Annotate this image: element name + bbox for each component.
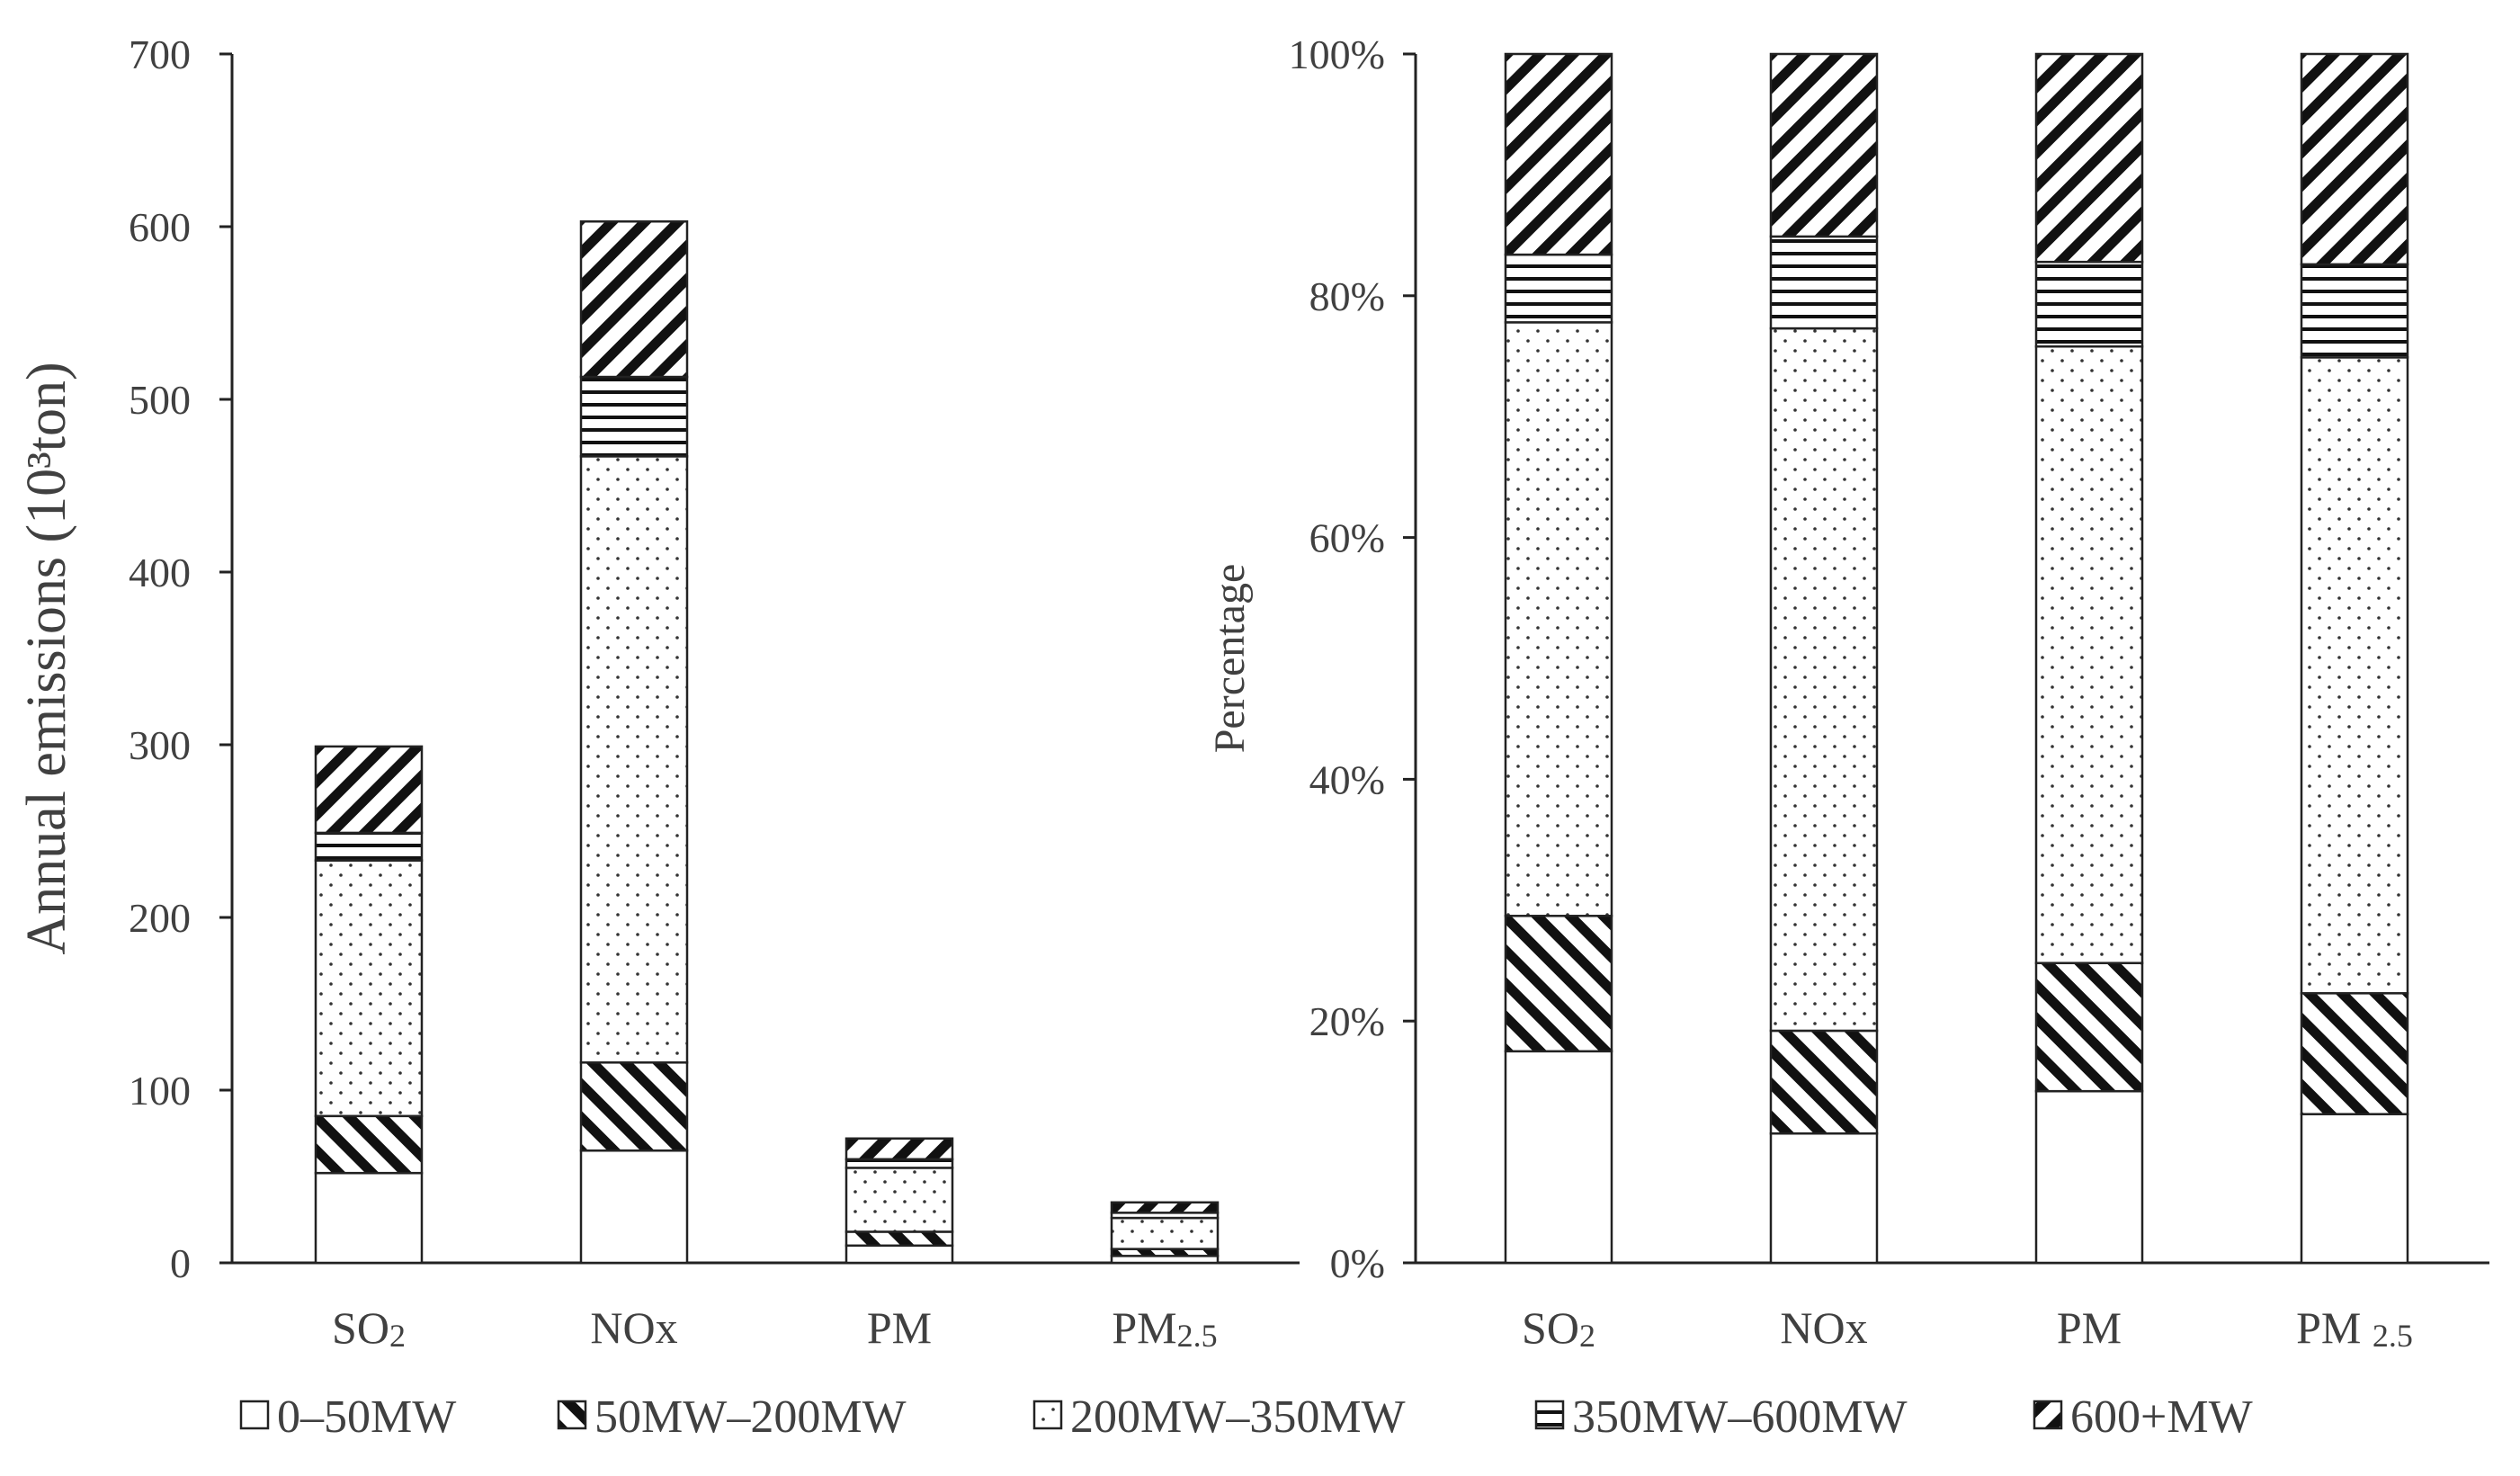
bar-segment-forward-diagonal xyxy=(579,219,689,379)
legend-label: 600+MW xyxy=(2070,1391,2253,1443)
y-tick-label: 100 xyxy=(129,1068,191,1114)
bar-segment-forward-diagonal xyxy=(314,745,424,835)
bar-segment-blank xyxy=(2300,1113,2409,1265)
bar-segment-horizontal xyxy=(2034,260,2144,348)
legend-label: 350MW–600MW xyxy=(1572,1391,1908,1443)
bar-segment-blank xyxy=(1504,1050,1613,1265)
bar-segment-blank xyxy=(579,1149,689,1265)
bar-segment-horizontal xyxy=(844,1158,954,1169)
bar-segment-horizontal xyxy=(579,375,689,458)
bar-segment-back-diagonal xyxy=(579,1061,689,1152)
x-category-label: PM xyxy=(867,1302,932,1353)
bar-segment-back-diagonal xyxy=(1769,1029,1879,1135)
y-tick-label: 0 xyxy=(170,1240,191,1286)
x-category-label: SO2 xyxy=(1522,1302,1595,1354)
y-tick-label: 0% xyxy=(1330,1240,1385,1286)
bar-segment-dots xyxy=(2034,344,2144,964)
bar-segment-blank xyxy=(2034,1089,2144,1265)
bar-segment-horizontal xyxy=(1504,253,1613,324)
bar-segment-back-diagonal xyxy=(314,1114,424,1175)
emissions-chart: 0 100 200 300 400 500 600 700 Annual emissions (… xyxy=(16,31,1300,1354)
y-tick-label: 400 xyxy=(129,550,191,595)
y-tick-label: 20% xyxy=(1309,998,1385,1044)
bar-segment-back-diagonal xyxy=(1504,915,1613,1053)
y-axis-title: Annual emissions (10³ton) xyxy=(16,362,77,954)
bar-segment-blank xyxy=(314,1171,424,1265)
x-category-label: PM xyxy=(2057,1302,2122,1353)
bar-segment-horizontal xyxy=(314,831,424,862)
legend-label: 0–50MW xyxy=(277,1391,456,1443)
bar-segment-dots xyxy=(1769,327,1879,1033)
bar-segment-forward-diagonal xyxy=(1504,52,1613,256)
x-category-label: SO2 xyxy=(332,1302,406,1354)
x-category-label: NOx xyxy=(590,1302,677,1353)
bar-segment-dots xyxy=(1504,321,1613,917)
legend-label: 200MW–350MW xyxy=(1070,1391,1406,1443)
bar-segment-back-diagonal xyxy=(844,1230,954,1248)
bar-segment-dots xyxy=(1110,1216,1220,1250)
y-tick-label: 200 xyxy=(129,895,191,941)
y-tick-label: 700 xyxy=(129,31,191,77)
bar-segment-horizontal xyxy=(1769,235,1879,330)
legend-swatch-dots xyxy=(1032,1400,1063,1430)
y-axis-title: Percentage xyxy=(1206,564,1254,754)
y-tick-label: 500 xyxy=(129,377,191,423)
x-category-label: PM 2.5 xyxy=(2296,1302,2413,1354)
x-category-label: NOx xyxy=(1780,1302,1867,1353)
x-category-label: PM2.5 xyxy=(1112,1302,1217,1354)
legend-swatch-horizontal xyxy=(1534,1400,1565,1430)
bar-segment-forward-diagonal xyxy=(1769,52,1879,238)
legend-swatch-forward-diagonal xyxy=(2033,1400,2063,1430)
bar-segment-dots xyxy=(844,1167,954,1233)
y-tick-label: 100% xyxy=(1289,31,1385,77)
legend: 0–50MW 50MW–200MW 200MW–350MW 350MW–600MW 60… xyxy=(239,1391,2253,1443)
y-tick-label: 40% xyxy=(1309,756,1385,802)
bar-segment-dots xyxy=(2300,356,2409,995)
y-tick-label: 600 xyxy=(129,204,191,250)
y-tick-label: 60% xyxy=(1309,515,1385,561)
bar-segment-forward-diagonal xyxy=(2034,52,2144,264)
bar-segment-forward-diagonal xyxy=(1110,1201,1220,1214)
bar-segment-back-diagonal xyxy=(2300,992,2409,1115)
legend-label: 50MW–200MW xyxy=(594,1391,907,1443)
bar-segment-blank xyxy=(844,1244,954,1265)
bar-segment-dots xyxy=(314,859,424,1118)
legend-swatch-back-diagonal xyxy=(557,1400,587,1430)
percentage-chart: 0% 20% 40% 60% 80% 100% Percentage SO2 NOx PM PM 2… xyxy=(1206,31,2489,1354)
y-tick-label: 80% xyxy=(1309,273,1385,319)
legend-swatch-blank xyxy=(239,1400,270,1430)
bar-segment-blank xyxy=(1769,1132,1879,1265)
bar-segment-horizontal xyxy=(2300,263,2409,359)
bar-segment-forward-diagonal xyxy=(844,1137,954,1161)
bar-segment-dots xyxy=(579,455,689,1064)
bar-segment-back-diagonal xyxy=(2034,962,2144,1093)
bar-segment-forward-diagonal xyxy=(2300,52,2409,266)
y-tick-label: 300 xyxy=(129,722,191,768)
